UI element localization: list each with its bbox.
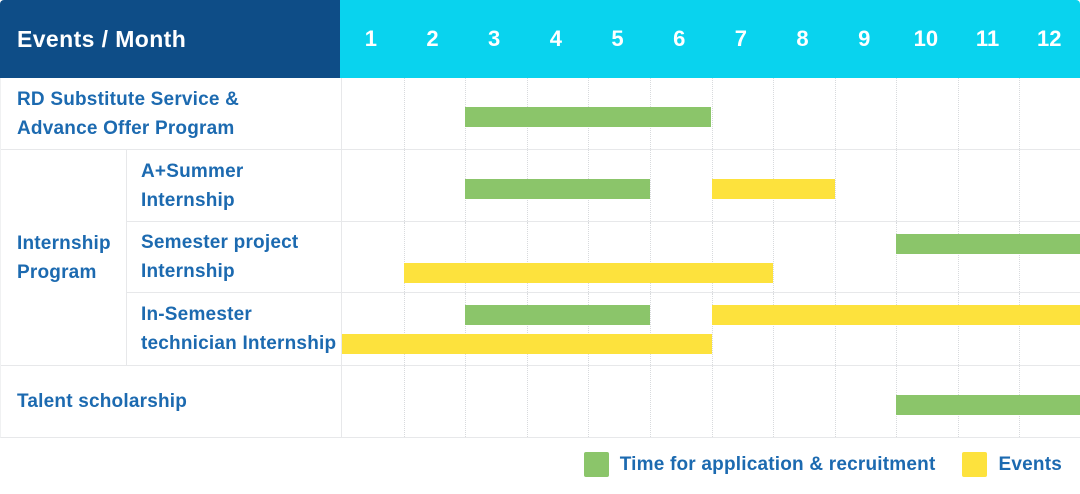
task-label: A+Summer Internship <box>126 149 341 221</box>
month-gridline <box>649 366 651 437</box>
task-label: RD Substitute Service & Advance Offer Pro… <box>1 78 341 149</box>
legend-swatch-application <box>583 452 609 477</box>
month-gridline <box>834 222 836 292</box>
month-gridline <box>588 366 590 437</box>
month-gridline <box>896 293 898 365</box>
month-label: 4 <box>549 26 562 51</box>
month-gridline <box>403 150 405 221</box>
month-label: 8 <box>796 26 809 51</box>
month-gridline <box>773 293 775 365</box>
month-gridline <box>711 78 713 149</box>
month-label: 2 <box>426 26 439 51</box>
month-gridline <box>649 150 651 221</box>
timeline-cell <box>341 149 1080 221</box>
month-gridline <box>711 222 713 292</box>
month-gridline <box>957 78 959 149</box>
month-label: 1 <box>364 26 377 51</box>
legend-item: Events <box>962 452 1062 477</box>
month-gridline <box>403 222 405 292</box>
month-gridline <box>588 293 590 365</box>
month-gridline <box>896 78 898 149</box>
legend-swatch-events <box>962 452 988 477</box>
events-bar <box>403 263 774 283</box>
label-line: RD Substitute Service & <box>17 88 240 110</box>
timeline-cell <box>341 221 1080 292</box>
task-label: In-Semester technician Internship <box>126 292 341 365</box>
application-recruitment-bar <box>896 394 1080 415</box>
month-gridline <box>957 150 959 221</box>
month-label: 11 <box>975 26 1000 51</box>
month-gridline <box>526 366 528 437</box>
month-gridline <box>1019 222 1021 292</box>
month-gridline <box>526 222 528 292</box>
month-label: 7 <box>734 26 747 51</box>
month-gridline <box>649 293 651 365</box>
month-header-row: 1 2 3 4 5 6 7 8 9 10 11 12 <box>340 0 1080 78</box>
month-label: 12 <box>1036 26 1062 51</box>
month-gridline <box>403 293 405 365</box>
month-gridline <box>834 293 836 365</box>
label-line: Talent scholarship <box>17 391 188 412</box>
events-bar <box>711 305 1080 325</box>
gantt-body: RD Substitute Service & Advance Offer Pro… <box>0 78 1080 438</box>
month-gridline <box>834 366 836 437</box>
application-recruitment-bar <box>465 178 650 199</box>
month-gridline <box>465 293 467 365</box>
label-line: Program <box>17 261 97 283</box>
month-gridline <box>465 222 467 292</box>
events-bar <box>342 334 712 354</box>
month-gridline <box>957 222 959 292</box>
task-label: Talent scholarship <box>1 365 341 437</box>
legend: Time for application & recruitment Events <box>0 438 1080 491</box>
month-gridline <box>465 366 467 437</box>
month-gridline <box>711 293 713 365</box>
month-gridline <box>649 222 651 292</box>
month-gridline <box>526 293 528 365</box>
application-recruitment-bar <box>465 305 650 325</box>
month-label: 3 <box>488 26 501 51</box>
month-gridline <box>773 222 775 292</box>
events-bar <box>711 178 835 199</box>
month-gridline <box>773 78 775 149</box>
month-gridline <box>957 293 959 365</box>
legend-item: Time for application & recruitment <box>583 452 936 477</box>
month-gridline <box>403 366 405 437</box>
month-gridline <box>834 78 836 149</box>
events-month-header: Events / Month <box>0 0 340 78</box>
label-line: Internship <box>141 189 235 211</box>
month-gridline <box>588 222 590 292</box>
timeline-cell <box>341 292 1080 365</box>
month-gridline <box>896 222 898 292</box>
month-label: 5 <box>611 26 624 51</box>
timeline-cell <box>341 78 1080 149</box>
label-line: technician Internship <box>141 333 337 354</box>
legend-label: Events <box>998 453 1062 475</box>
table-header: Events / Month 1 2 3 4 5 6 7 8 9 10 11 12 <box>0 0 1080 78</box>
task-label: Semester project Internship <box>126 221 341 292</box>
month-label: 9 <box>858 26 871 51</box>
month-gridline <box>773 366 775 437</box>
label-line: Internship <box>141 261 235 282</box>
month-gridline <box>403 78 405 149</box>
application-recruitment-bar <box>896 234 1080 254</box>
legend-label: Time for application & recruitment <box>619 453 936 475</box>
label-line: Advance Offer Program <box>17 117 235 139</box>
month-gridline <box>896 150 898 221</box>
month-gridline <box>1019 293 1021 365</box>
label-line: A+Summer <box>141 160 244 182</box>
month-label: 10 <box>913 26 939 51</box>
application-recruitment-bar <box>465 106 712 127</box>
month-gridline <box>1019 150 1021 221</box>
label-line: Internship <box>17 232 111 254</box>
label-line: In-Semester <box>141 304 252 325</box>
month-label: 6 <box>673 26 686 51</box>
month-gridline <box>834 150 836 221</box>
month-gridline <box>1019 78 1021 149</box>
month-gridline <box>711 366 713 437</box>
timeline-cell <box>341 365 1080 437</box>
label-line: Semester project <box>141 232 299 253</box>
group-label: Internship Program <box>1 149 126 365</box>
